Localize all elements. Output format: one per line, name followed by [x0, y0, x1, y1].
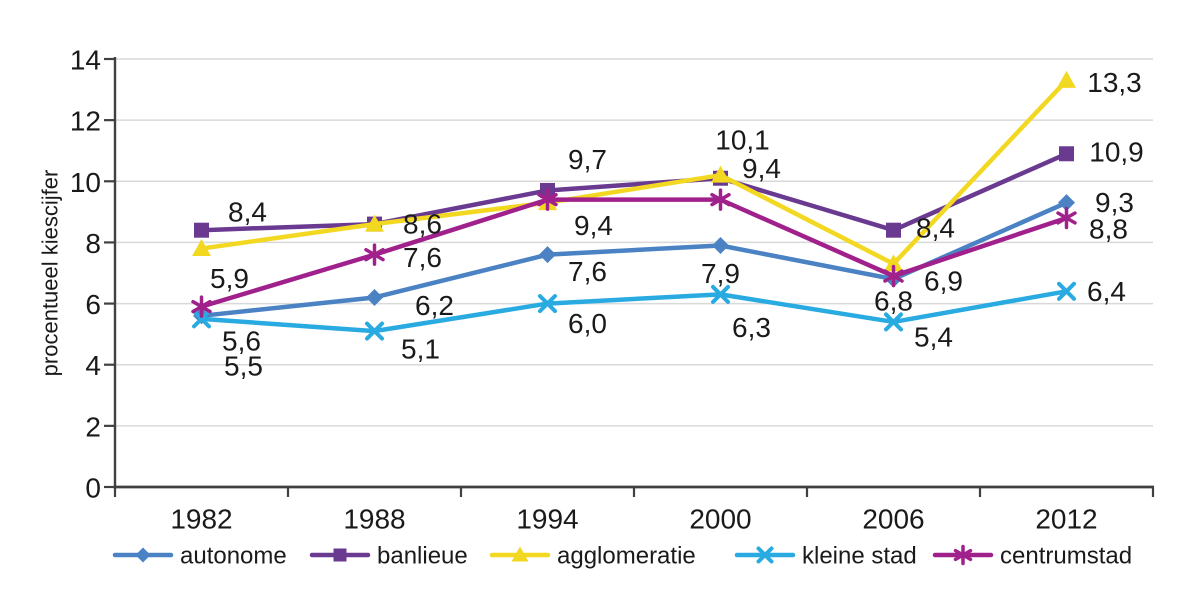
x-marker: [756, 546, 774, 564]
data-label: 8,4: [916, 213, 955, 244]
data-label: 5,5: [224, 350, 263, 381]
data-label: 5,1: [401, 334, 440, 365]
triangle-marker: [711, 165, 730, 183]
series-line-centrumstad: [199, 197, 1069, 309]
y-tick-label: 14: [70, 45, 101, 76]
x-tick-label: 1988: [343, 504, 405, 535]
legend-item-banlieue: banlieue: [377, 543, 468, 570]
data-label: 13,3: [1087, 67, 1142, 98]
x-marker: [711, 284, 730, 304]
y-tick-label: 12: [70, 106, 101, 137]
x-marker: [538, 294, 557, 314]
asterisk-marker: [191, 295, 212, 318]
triangle-marker: [365, 214, 384, 232]
diamond-marker: [1058, 194, 1075, 212]
asterisk-marker: [883, 264, 904, 288]
series-line-banlieue: [199, 151, 1069, 233]
series-line-kleine-stad: [199, 289, 1069, 334]
asterisk-marker: [953, 544, 973, 566]
asterisk-marker: [364, 243, 385, 266]
asterisk-marker: [710, 188, 731, 211]
square-marker: [194, 222, 209, 238]
data-label: 8,4: [228, 197, 267, 228]
data-label: 6,9: [924, 266, 963, 297]
triangle-marker: [192, 239, 211, 257]
data-label: 7,9: [701, 258, 740, 289]
y-tick-label: 2: [85, 411, 101, 442]
x-marker: [365, 321, 384, 341]
data-label: 6,2: [415, 290, 454, 321]
data-label: 9,4: [742, 153, 781, 184]
y-axis-title: procentueel kiescijfer: [38, 170, 63, 377]
series-line-agglomeratie: [199, 78, 1069, 267]
x-marker: [884, 312, 903, 332]
data-label: 9,3: [1095, 187, 1134, 218]
data-label: 5,9: [210, 263, 249, 294]
square-marker: [333, 548, 347, 562]
x-marker: [1057, 281, 1076, 301]
diamond-marker: [539, 246, 556, 264]
square-marker: [886, 222, 901, 238]
triangle-marker: [884, 254, 903, 272]
data-label: 5,6: [222, 325, 261, 356]
legend-item-autonome: autonome: [180, 543, 287, 570]
x-marker: [192, 309, 211, 329]
asterisk-marker: [537, 188, 558, 211]
x-tick-label: 2000: [689, 504, 751, 535]
x-tick-label: 2006: [862, 504, 924, 535]
data-label: 6,0: [568, 308, 607, 339]
data-label: 8,8: [1089, 213, 1128, 244]
data-label: 6,3: [732, 312, 771, 343]
diamond-marker: [135, 547, 151, 563]
diamond-marker: [366, 288, 383, 306]
y-tick-label: 8: [85, 228, 101, 259]
triangle-marker: [1057, 70, 1076, 88]
x-tick-label: 1982: [170, 504, 232, 535]
data-label: 8,6: [403, 209, 442, 240]
data-label: 6,8: [874, 286, 913, 317]
y-tick-label: 0: [85, 473, 101, 504]
triangle-marker: [511, 546, 529, 562]
data-label: 10,9: [1089, 136, 1144, 167]
data-label: 7,6: [403, 242, 442, 273]
y-tick-label: 6: [85, 289, 101, 320]
legend-item-kleine-stad: kleine stad: [802, 543, 917, 570]
data-label: 9,7: [568, 144, 607, 175]
asterisk-marker: [1056, 206, 1077, 230]
y-tick-label: 10: [70, 167, 101, 198]
diamond-marker: [712, 236, 729, 254]
data-label: 6,4: [1087, 276, 1126, 307]
data-label: 7,6: [568, 256, 607, 287]
data-label: 10,1: [715, 125, 770, 156]
y-tick-label: 4: [85, 350, 101, 381]
legend-item-agglomeratie: agglomeratie: [557, 543, 696, 570]
x-tick-label: 2012: [1035, 504, 1097, 535]
legend-item-centrumstad: centrumstad: [1000, 543, 1132, 570]
data-label: 5,4: [914, 321, 953, 352]
data-label: 9,4: [574, 210, 613, 241]
square-marker: [1059, 146, 1074, 162]
x-tick-label: 1994: [516, 504, 578, 535]
